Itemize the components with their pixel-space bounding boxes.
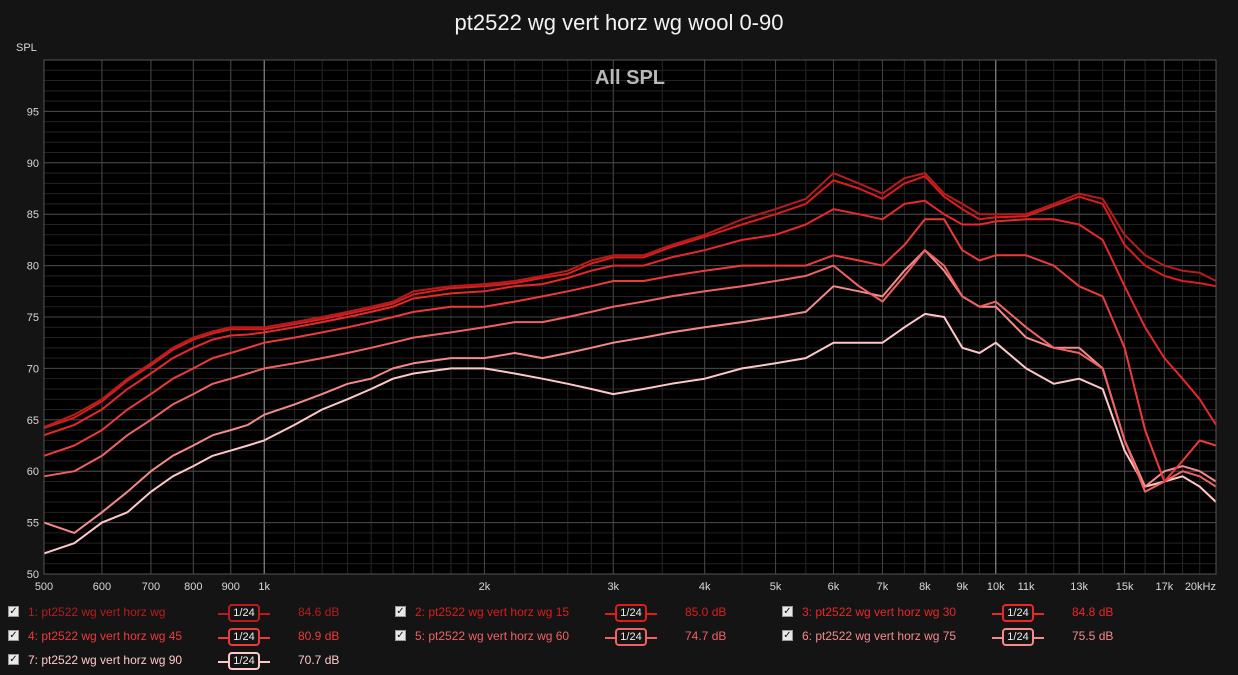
legend-level: 84.8 dB [1072, 605, 1114, 619]
y-tick-label: 75 [27, 312, 39, 324]
x-tick-label: 900 [222, 581, 240, 593]
y-tick-label: 85 [27, 209, 39, 221]
x-tick-label: 600 [93, 581, 111, 593]
plot-frame [43, 59, 1217, 575]
legend-smoothing-badge[interactable]: 1/24 [228, 628, 260, 646]
legend-checkbox[interactable]: ✓ [8, 606, 19, 617]
series-line-4 [43, 218, 1217, 483]
series-lines [43, 172, 1217, 555]
legend-series-name: 7: pt2522 wg vert horz wg 90 [28, 653, 183, 667]
legend-entry[interactable]: ✓ 3: pt2522 wg vert horz wg 30 1/24 84.8 dB [782, 603, 1162, 623]
y-axis-label: SPL [16, 42, 37, 54]
chart-title: pt2522 wg vert horz wg wool 0-90 [454, 10, 784, 35]
x-tick-label: 500 [35, 581, 53, 593]
x-tick-label: 9k [956, 581, 968, 593]
x-tick-label: 10k [987, 581, 1005, 593]
legend-smoothing-badge[interactable]: 1/24 [1002, 628, 1034, 646]
legend-checkbox[interactable]: ✓ [395, 630, 406, 641]
legend-entry[interactable]: ✓ 4: pt2522 wg vert horz wg 45 1/24 80.9 dB [8, 627, 388, 647]
legend-level: 74.7 dB [685, 629, 727, 643]
series-line-5 [43, 249, 1217, 493]
legend-series-name: 1: pt2522 wg vert horz wg [28, 605, 166, 619]
legend-checkbox[interactable]: ✓ [8, 630, 19, 641]
legend-level: 85.0 dB [685, 605, 727, 619]
legend-entry[interactable]: ✓ 5: pt2522 wg vert horz wg 60 1/24 74.7 dB [395, 627, 775, 647]
legend-level: 75.5 dB [1072, 629, 1114, 643]
x-tick-label: 20kHz [1185, 581, 1216, 593]
legend-smoothing-badge[interactable]: 1/24 [615, 628, 647, 646]
x-tick-labels: 500 600 700 800 900 1k 2k 3k 4k 5k 6k 7k 8k 9k 10k 11k 1… [35, 581, 1216, 593]
legend-smoothing-badge[interactable]: 1/24 [1002, 604, 1034, 622]
x-tick-label: 1k [258, 581, 270, 593]
legend-smoothing-badge[interactable]: 1/24 [615, 604, 647, 622]
x-tick-label: 700 [142, 581, 160, 593]
y-tick-labels: 50 55 60 65 70 75 80 85 90 95 [27, 106, 39, 581]
legend-smoothing-badge[interactable]: 1/24 [228, 604, 260, 622]
legend-series-name: 6: pt2522 wg vert horz wg 75 [802, 629, 957, 643]
x-tick-label: 13k [1070, 581, 1088, 593]
x-tick-label: 5k [770, 581, 782, 593]
x-tick-label: 800 [184, 581, 202, 593]
series-line-3 [43, 199, 1217, 437]
legend-series-name: 2: pt2522 wg vert horz wg 15 [415, 605, 570, 619]
legend-checkbox[interactable]: ✓ [782, 606, 793, 617]
y-tick-label: 55 [27, 518, 39, 530]
legend-level: 80.9 dB [298, 629, 340, 643]
legend-checkbox[interactable]: ✓ [8, 654, 19, 665]
x-tick-label: 17k [1155, 581, 1173, 593]
y-tick-label: 90 [27, 158, 39, 170]
legend-entry[interactable]: ✓ 2: pt2522 wg vert horz wg 15 1/24 85.0 dB [395, 603, 775, 623]
legend-checkbox[interactable]: ✓ [395, 606, 406, 617]
y-tick-label: 70 [27, 363, 39, 375]
series-line-7 [43, 312, 1217, 555]
x-tick-label: 2k [479, 581, 491, 593]
series-line-2 [43, 175, 1217, 429]
legend-series-name: 5: pt2522 wg vert horz wg 60 [415, 629, 570, 643]
y-tick-label: 95 [27, 106, 39, 118]
legend-series-name: 4: pt2522 wg vert horz wg 45 [28, 629, 183, 643]
legend-series-name: 3: pt2522 wg vert horz wg 30 [802, 605, 957, 619]
x-tick-label: 4k [699, 581, 711, 593]
legend-smoothing-badge[interactable]: 1/24 [228, 652, 260, 670]
y-tick-label: 50 [27, 569, 39, 581]
x-tick-label: 15k [1116, 581, 1134, 593]
x-tick-label: 7k [877, 581, 889, 593]
x-tick-label: 3k [607, 581, 619, 593]
legend-entry[interactable]: ✓ 7: pt2522 wg vert horz wg 90 1/24 70.7 dB [8, 651, 388, 671]
x-tick-label: 11k [1018, 581, 1035, 593]
legend-entry[interactable]: ✓ 6: pt2522 wg vert horz wg 75 1/24 75.5 dB [782, 627, 1162, 647]
y-tick-label: 60 [27, 466, 39, 478]
series-line-1 [43, 172, 1217, 428]
legend-checkbox[interactable]: ✓ [782, 630, 793, 641]
x-tick-label: 8k [919, 581, 931, 593]
legend-entry[interactable]: ✓ 1: pt2522 wg vert horz wg 1/24 84.6 dB [8, 603, 388, 623]
y-tick-label: 65 [27, 415, 39, 427]
x-tick-label: 6k [828, 581, 840, 593]
y-tick-label: 80 [27, 261, 39, 273]
legend-level: 84.6 dB [298, 605, 340, 619]
legend-level: 70.7 dB [298, 653, 340, 667]
chart-subtitle: All SPL [595, 67, 665, 89]
